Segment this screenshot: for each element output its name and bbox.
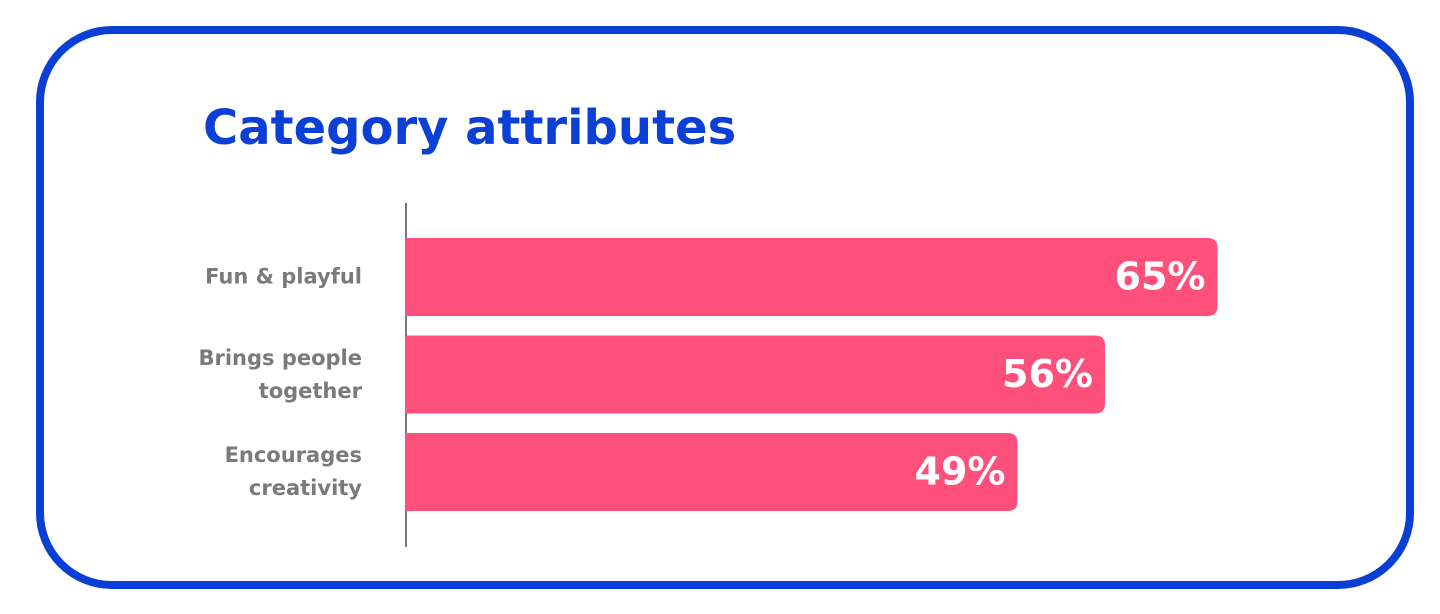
value-label: 56% [1002, 352, 1093, 396]
value-label: 49% [915, 450, 1006, 494]
chart-title: Category attributes [203, 100, 736, 156]
value-label: 65% [1115, 255, 1206, 299]
category-label: Brings people together [198, 345, 362, 403]
category-label: Encourages creativity [224, 443, 362, 500]
bar [405, 335, 1105, 414]
bar [405, 238, 1218, 316]
category-label: Fun & playful [205, 264, 362, 289]
bar [405, 433, 1018, 511]
